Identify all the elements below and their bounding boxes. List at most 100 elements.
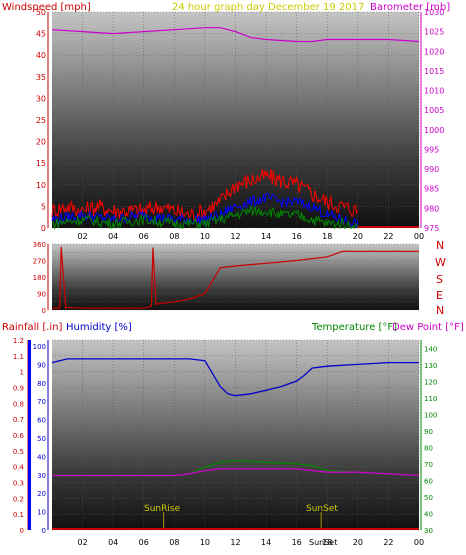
baro-y-tick: 1020 xyxy=(424,47,444,56)
wind-x-tick: 22 xyxy=(383,232,393,241)
wind-direction-line xyxy=(52,246,419,310)
rain-y-tick: 0.1 xyxy=(13,511,24,519)
sunset-label: SunSet xyxy=(306,504,338,514)
climate-x-tick: 18 xyxy=(322,538,332,547)
gust-wind-line xyxy=(51,168,359,221)
humidity-y-tick: 70 xyxy=(37,398,46,406)
humidity-line xyxy=(51,358,419,397)
barometer-line xyxy=(51,27,420,43)
rain-axis-bar xyxy=(28,340,31,530)
temperature-title: Temperature [°F] xyxy=(311,322,397,333)
humidity-y-tick: 40 xyxy=(37,453,46,461)
sunrise-label: SunRise xyxy=(144,504,181,514)
dir-label-s: S xyxy=(436,273,443,286)
wind-x-tick: 00 xyxy=(414,232,424,241)
climate-x-tick: 08 xyxy=(169,538,179,547)
temp-y-tick: 50 xyxy=(424,494,433,502)
rain-y-tick: 1.2 xyxy=(13,337,24,345)
baro-y-tick: 990 xyxy=(424,165,439,174)
baro-y-tick: 1010 xyxy=(424,87,444,96)
rain-y-tick: 0 xyxy=(20,527,24,535)
climate-x-tick: 10 xyxy=(200,538,210,547)
wind-x-tick: 04 xyxy=(108,232,118,241)
dew-point-line xyxy=(52,468,420,477)
climate-x-tick: 04 xyxy=(108,538,118,547)
rain-y-tick: 0.8 xyxy=(13,400,24,408)
climate-x-tick: 16 xyxy=(292,538,302,547)
wind-x-tick: 06 xyxy=(139,232,149,241)
wind-x-tick: 02 xyxy=(77,232,87,241)
baro-y-tick: 1025 xyxy=(424,28,444,37)
barometer-title: Barometer [mb] xyxy=(370,2,450,13)
temp-y-tick: 110 xyxy=(424,395,437,403)
climate-x-tick: 02 xyxy=(77,538,87,547)
baro-y-tick: 1000 xyxy=(424,126,444,135)
rain-y-tick: 0.3 xyxy=(13,480,24,488)
humidity-title: Humidity [%] xyxy=(66,322,132,333)
temp-y-tick: 80 xyxy=(424,444,433,452)
rain-y-tick: 1.1 xyxy=(13,353,24,361)
rain-y-tick: 1 xyxy=(20,369,24,377)
climate-x-tick: 14 xyxy=(261,538,271,547)
rain-y-tick: 0.6 xyxy=(13,432,25,440)
temp-y-tick: 70 xyxy=(424,461,433,469)
wind-x-tick: 14 xyxy=(261,232,271,241)
graph-date-title: 24 hour graph day December 19 2017 xyxy=(172,2,364,13)
wind-x-tick: 16 xyxy=(292,232,302,241)
temp-y-tick: 30 xyxy=(424,527,433,535)
humidity-y-tick: 80 xyxy=(37,380,46,388)
wind-y-tick: 15 xyxy=(36,159,46,168)
temp-y-tick: 120 xyxy=(424,378,437,386)
wind-y-tick: 0 xyxy=(41,224,46,233)
wind-y-tick: 40 xyxy=(36,51,46,60)
humidity-y-tick: 20 xyxy=(37,490,46,498)
humidity-y-tick: 60 xyxy=(37,417,46,425)
humidity-y-tick: 30 xyxy=(37,472,46,480)
baro-y-tick: 1015 xyxy=(424,67,444,76)
dir-y-tick: 90 xyxy=(37,291,46,299)
wind-y-tick: 30 xyxy=(36,94,46,103)
wind-y-tick: 25 xyxy=(36,116,46,125)
baro-y-tick: 975 xyxy=(424,224,439,233)
wind-y-tick: 5 xyxy=(41,202,46,211)
dir-y-tick: 360 xyxy=(33,241,46,249)
humidity-y-tick: 0 xyxy=(42,527,46,535)
rain-y-tick: 0.2 xyxy=(13,495,24,503)
dir-label-n-bottom: N xyxy=(436,304,444,317)
baro-y-tick: 1030 xyxy=(424,8,444,17)
wind-x-tick: 08 xyxy=(169,232,179,241)
average-wind-line xyxy=(51,192,359,228)
baro-y-tick: 985 xyxy=(424,185,439,194)
rain-y-tick: 0.9 xyxy=(13,385,24,393)
temp-y-tick: 130 xyxy=(424,362,437,370)
sunset-axis-label: SunSet xyxy=(309,538,337,547)
wind-x-tick: 12 xyxy=(230,232,240,241)
wind-x-tick: 18 xyxy=(322,232,332,241)
climate-x-tick: 00 xyxy=(414,538,424,547)
temp-y-tick: 60 xyxy=(424,477,433,485)
dir-label-e: E xyxy=(436,289,443,302)
dewpoint-title: Dew Point [°F] xyxy=(392,322,464,333)
baro-y-tick: 995 xyxy=(424,145,439,154)
wind-y-tick: 45 xyxy=(36,30,46,39)
climate-x-tick: 22 xyxy=(383,538,393,547)
humidity-y-tick: 10 xyxy=(37,509,46,517)
wind-x-tick: 20 xyxy=(353,232,363,241)
temp-y-tick: 140 xyxy=(424,345,437,353)
dir-label-w: W xyxy=(435,256,446,269)
humidity-y-tick: 90 xyxy=(37,361,46,369)
baro-y-tick: 980 xyxy=(424,204,439,213)
dir-label-n-top: N xyxy=(436,239,444,252)
wind-x-tick: 10 xyxy=(200,232,210,241)
speed-wind-line xyxy=(51,205,359,230)
dir-y-tick: 270 xyxy=(33,258,46,266)
humidity-y-tick: 100 xyxy=(33,343,46,351)
climate-x-tick: 20 xyxy=(353,538,363,547)
windspeed-title: Windspeed [mph] xyxy=(2,2,91,13)
wind-y-tick: 50 xyxy=(36,8,46,17)
rain-y-tick: 0.7 xyxy=(13,416,24,424)
climate-x-tick: 06 xyxy=(139,538,149,547)
wind-y-tick: 20 xyxy=(36,138,46,147)
dir-y-tick: 0 xyxy=(42,307,46,315)
baro-y-tick: 1005 xyxy=(424,106,444,115)
